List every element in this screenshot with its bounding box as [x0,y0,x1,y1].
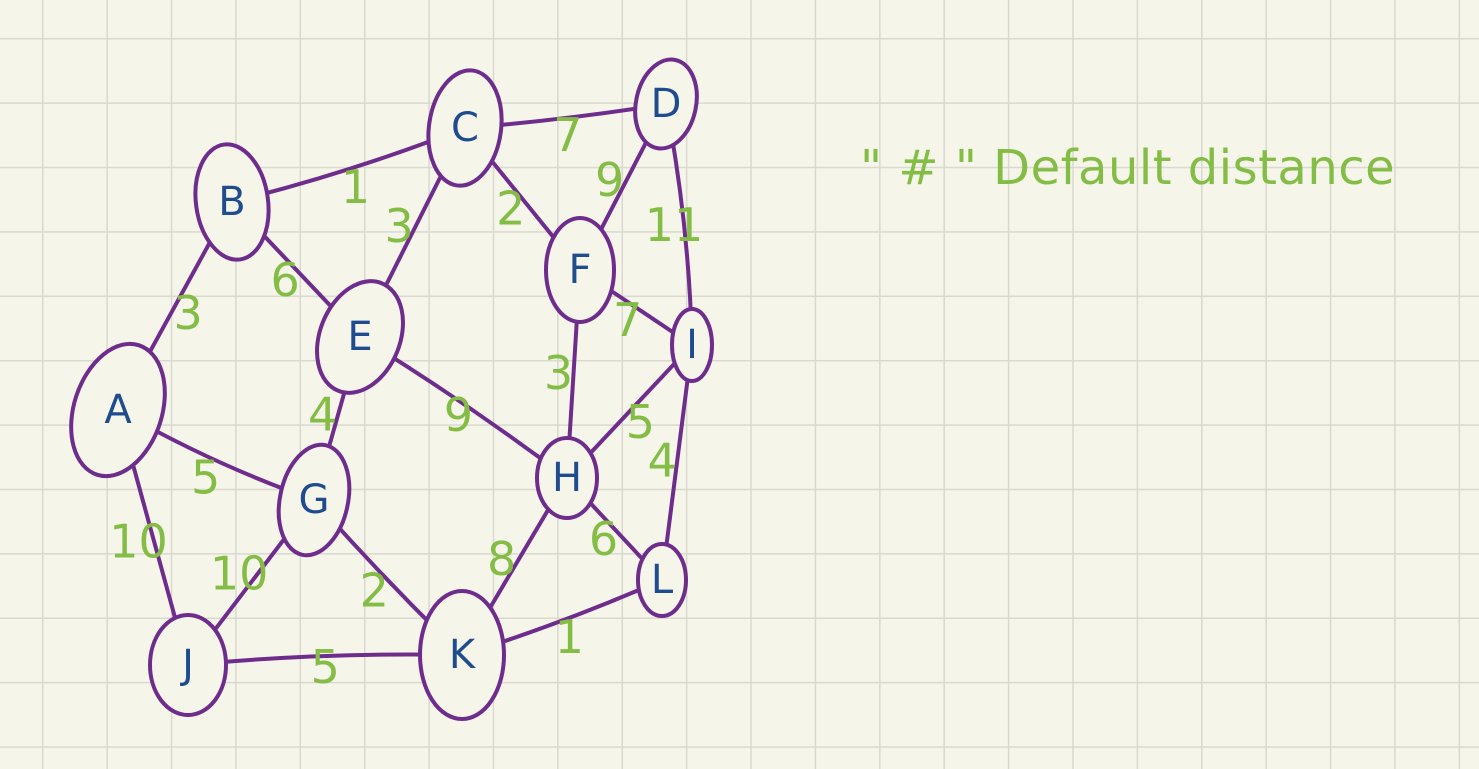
node-I-fill [672,309,712,381]
edge-weight-D-F: 9 [595,153,624,207]
node-A: A [69,341,167,479]
edge-weight-E-H: 9 [444,388,473,442]
node-C-fill [428,70,502,186]
node-G-fill [278,444,350,556]
node-L: L [636,542,688,618]
node-F: F [544,216,616,324]
node-E-ring [315,279,405,395]
node-D-label: D [651,81,682,127]
edge-weight-A-B: 3 [174,286,203,340]
edge-weight-C-F: 2 [496,181,525,235]
node-G-label: G [299,477,330,523]
edge-weight-F-I: 7 [613,293,642,347]
edge-weight-D-I: 11 [645,198,704,252]
node-H: H [535,436,599,520]
node-H-ring [535,436,599,520]
edge-weight-B-C: 1 [341,160,370,214]
edge-weight-J-K: 5 [311,640,340,694]
node-E-label: E [347,314,372,360]
nodes-layer: A B C D E F G H I J K L [69,57,714,721]
edge-weight-K-L: 1 [555,610,584,664]
edge-weight-C-D: 7 [553,108,582,162]
default-distance-note: " # " Default distance [860,140,1396,196]
node-L-fill [638,544,686,616]
edge-weight-B-E: 6 [270,253,299,307]
edge-weight-E-G: 4 [308,387,337,441]
node-C-label: C [451,105,479,151]
node-E-fill [317,281,403,393]
node-E: E [315,279,405,395]
edge-weight-H-K: 8 [487,532,516,586]
node-K-ring [418,589,506,721]
node-J-label: J [179,642,194,688]
node-K: K [418,589,506,721]
edge-weight-H-I: 5 [626,395,655,449]
node-B-fill [195,144,269,260]
node-C: C [426,68,504,188]
node-H-fill [537,438,597,518]
node-F-fill [546,218,614,322]
node-C-ring [426,68,504,188]
node-G-ring [276,442,352,558]
node-F-ring [544,216,616,324]
edge-weight-G-J: 10 [210,546,269,600]
node-J: J [148,613,228,717]
node-F-label: F [568,247,591,293]
node-I-ring [670,307,714,383]
node-H-label: H [552,455,582,501]
node-J-fill [150,615,226,715]
edge-weight-A-G: 5 [191,451,220,505]
node-K-label: K [449,632,477,678]
node-D: D [633,57,699,151]
node-A-fill [71,343,165,477]
edge-weight-C-E: 3 [384,199,413,253]
node-B-ring [193,142,271,262]
node-I-label: I [686,322,698,368]
node-G: G [276,442,352,558]
edge-weight-I-L: 4 [647,434,676,488]
node-D-fill [635,59,697,149]
node-I: I [670,307,714,383]
node-L-ring [636,542,688,618]
edge-weight-F-H: 3 [544,346,573,400]
node-B: B [193,142,271,262]
node-D-ring [633,57,699,151]
edge-weight-G-K: 2 [360,564,389,618]
node-A-label: A [104,387,132,433]
node-J-ring [148,613,228,717]
edge-weight-H-L: 6 [589,512,618,566]
node-B-label: B [218,179,245,225]
node-K-fill [420,591,504,719]
node-A-ring [69,341,167,479]
node-L-label: L [651,557,674,603]
edge-weight-A-J: 10 [109,515,168,569]
